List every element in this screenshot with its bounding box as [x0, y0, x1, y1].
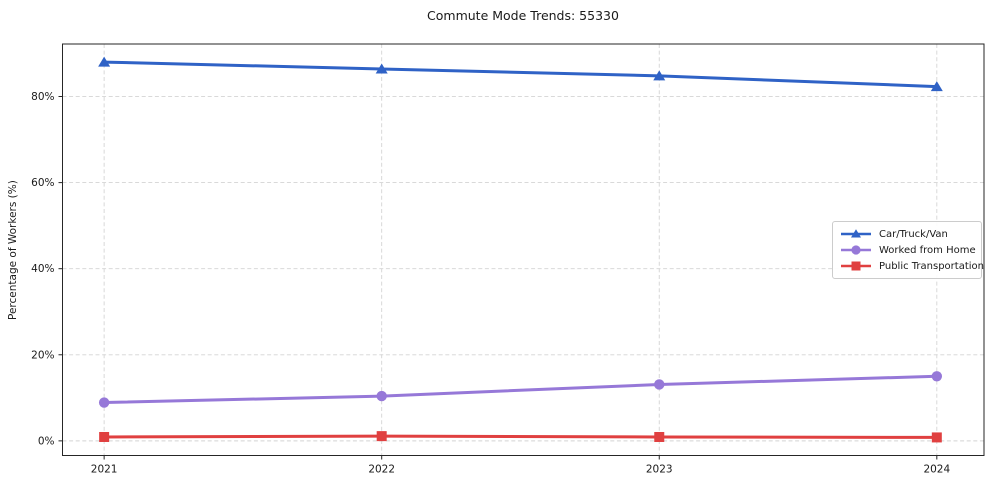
legend-label: Public Transportation	[879, 260, 984, 272]
y-tick-label: 0%	[38, 435, 55, 447]
x-tick-label: 2024	[923, 464, 950, 476]
legend-label: Car/Truck/Van	[879, 228, 948, 240]
legend-triangle-marker-icon	[841, 229, 871, 238]
circle-marker-icon	[376, 390, 387, 402]
x-tick-label: 2022	[368, 464, 395, 476]
triangle-marker-icon	[98, 56, 111, 67]
y-tick-label: 80%	[31, 91, 54, 103]
square-marker-icon	[654, 431, 665, 442]
square-marker-icon	[931, 432, 942, 443]
triangle-marker-icon	[930, 81, 943, 92]
legend: Car/Truck/Van Worked from Home Public Tran…	[832, 221, 984, 279]
x-tick-label: 2023	[646, 464, 673, 476]
circle-marker-icon	[931, 371, 943, 382]
legend-item: Car/Truck/Van	[840, 228, 974, 240]
x-tick-label: 2021	[91, 464, 118, 476]
legend-circle-marker-icon	[841, 245, 871, 255]
y-tick-label: 40%	[31, 263, 54, 275]
triangle-marker-icon	[375, 63, 388, 74]
legend-item: Worked from Home	[840, 244, 976, 256]
series-line-square	[104, 434, 937, 439]
y-tick-label: 20%	[31, 349, 54, 361]
series-line-triangle	[104, 60, 937, 89]
circle-marker-icon	[654, 379, 665, 390]
legend-item: Public Transportation	[840, 260, 984, 272]
y-tick-label: 60%	[31, 177, 54, 189]
triangle-marker-icon	[653, 70, 666, 81]
plot-border	[62, 43, 985, 456]
square-marker-icon	[376, 431, 387, 442]
legend-square-marker-icon	[841, 261, 871, 271]
chart-title: Commute Mode Trends: 55330	[427, 8, 619, 23]
circle-marker-icon	[98, 397, 110, 408]
series-line-circle	[104, 374, 937, 405]
square-marker-icon	[99, 431, 110, 442]
legend-label: Worked from Home	[879, 244, 976, 256]
